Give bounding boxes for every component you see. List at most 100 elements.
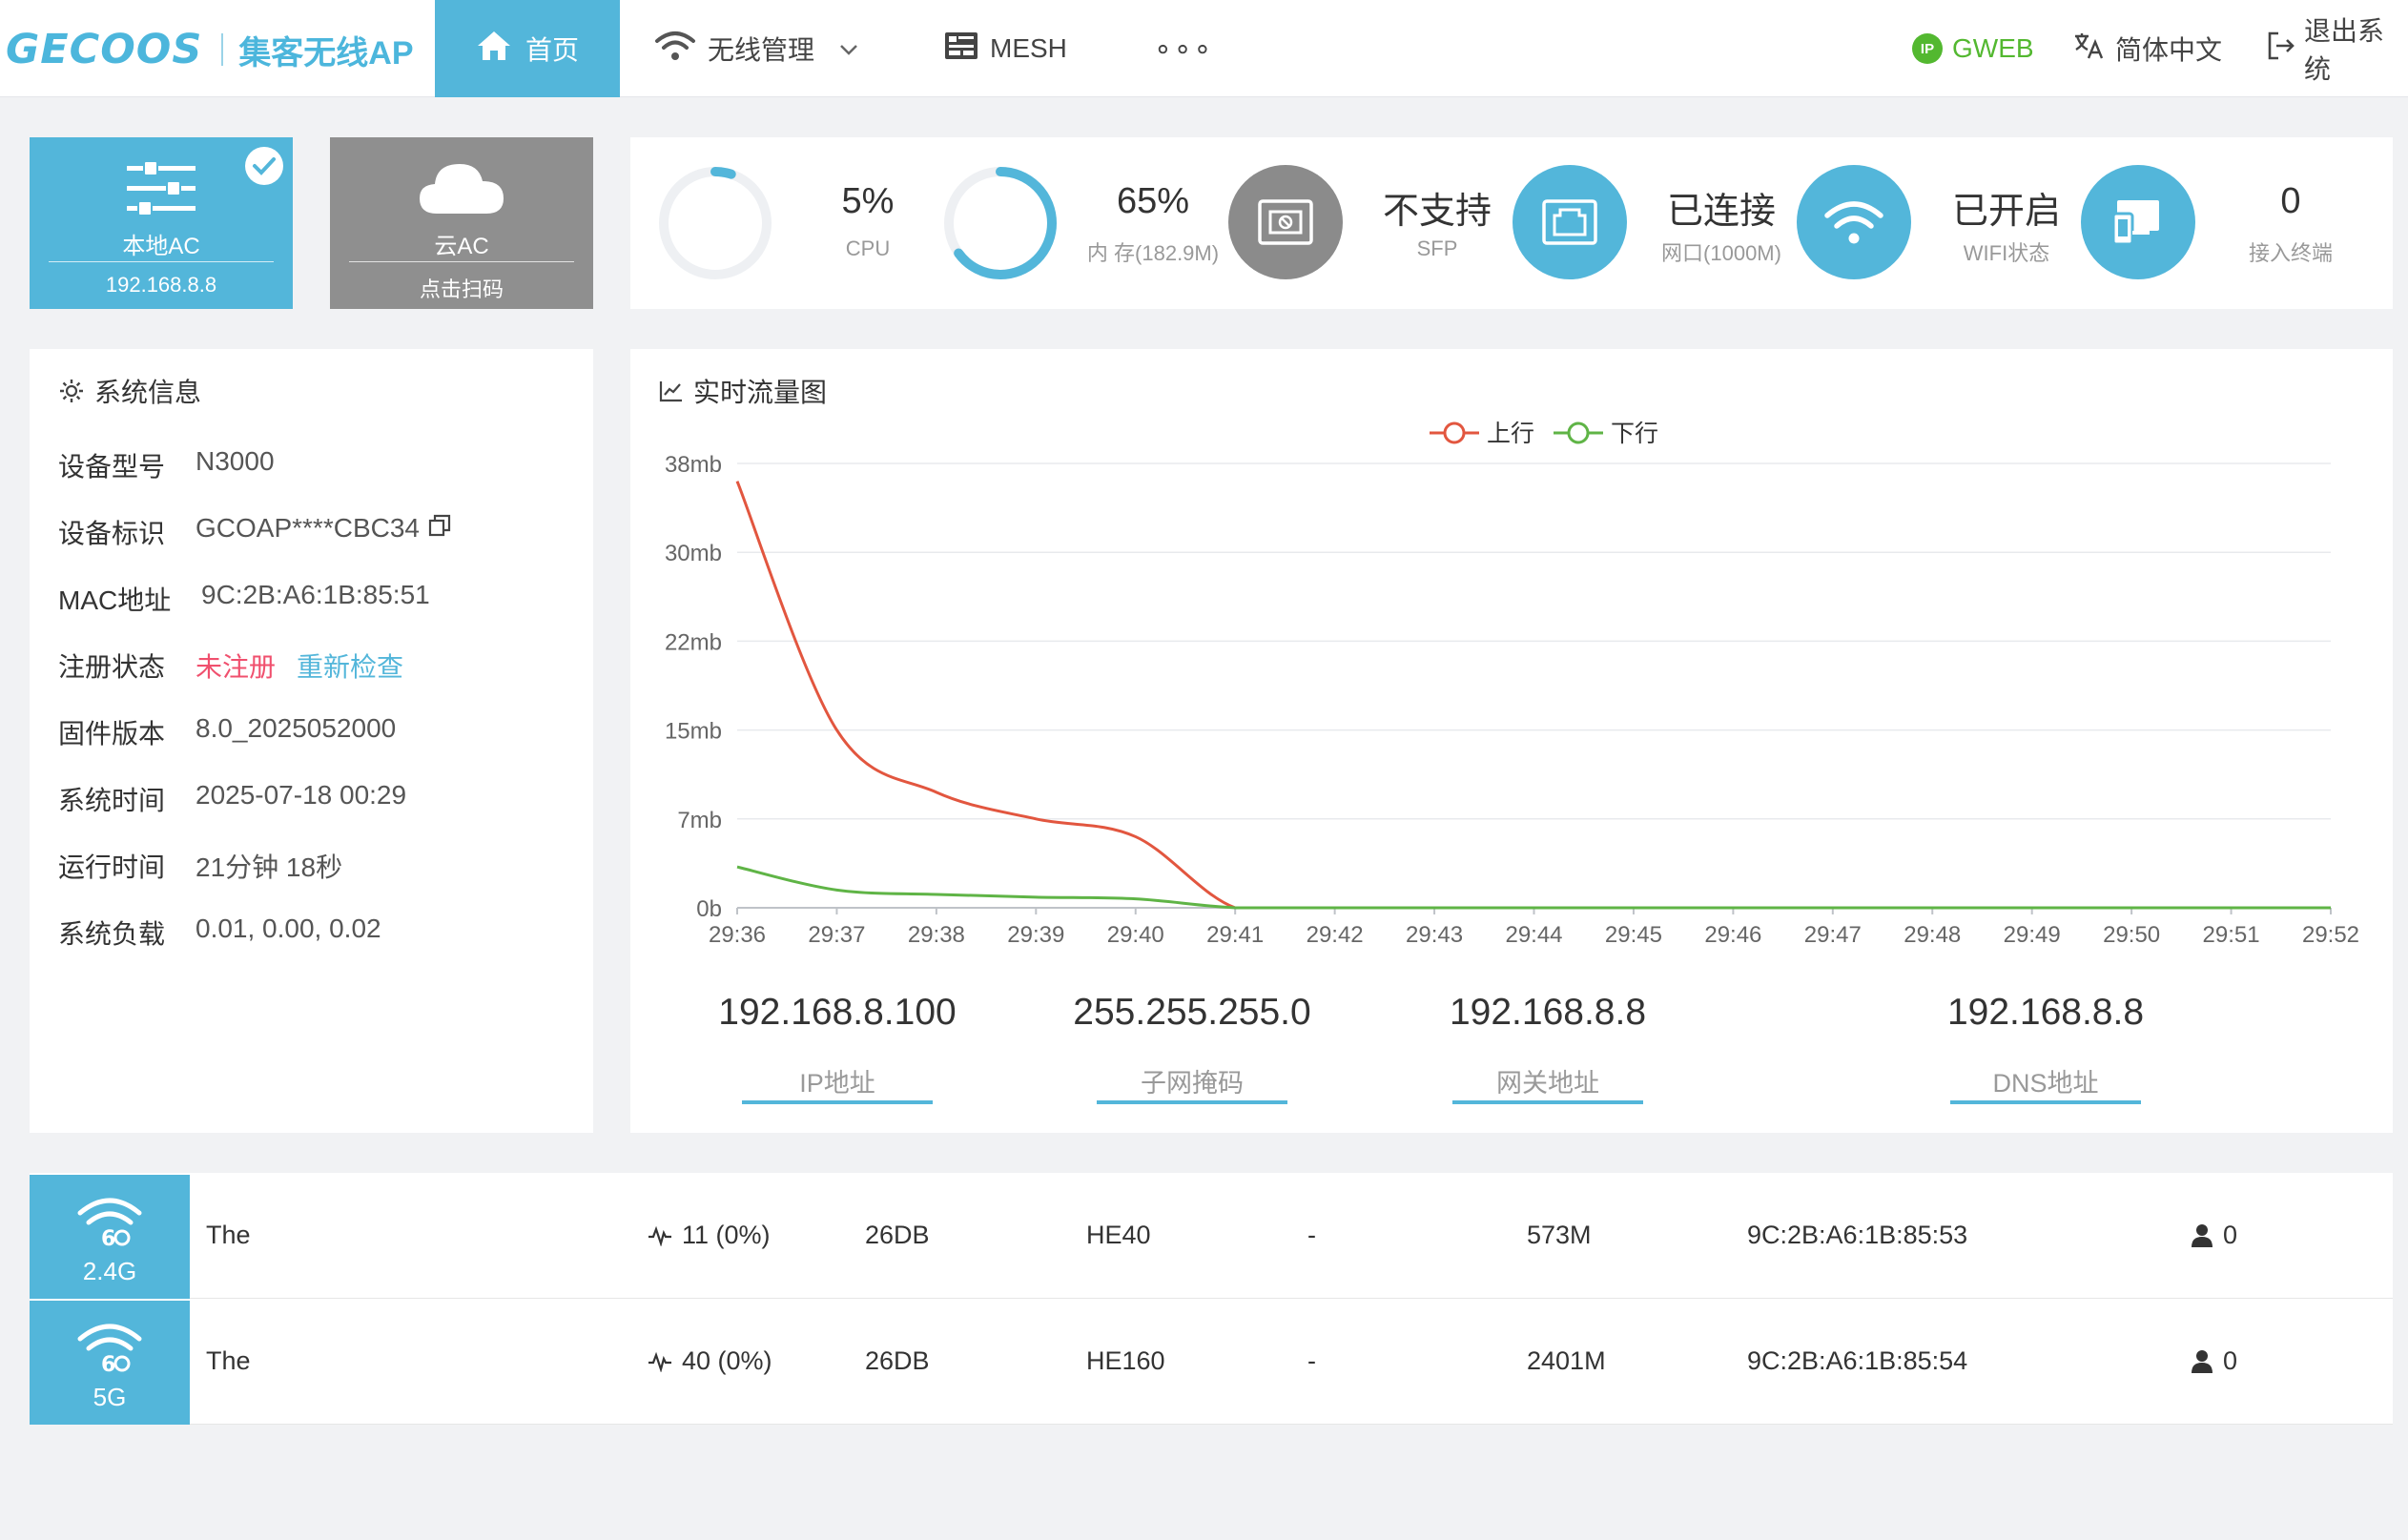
cloud-icon — [330, 158, 593, 225]
sliders-icon — [30, 158, 293, 225]
client-count-cell: 0 — [2191, 1221, 2237, 1250]
wifi-status-icon — [1797, 165, 1911, 279]
band-label: 2.4G — [82, 1257, 137, 1285]
x-tick-label: 29:41 — [1206, 922, 1264, 948]
terminal-devices-icon — [2081, 165, 2195, 279]
label-underline — [1950, 1100, 2141, 1104]
nav-mesh[interactable]: MESH — [944, 0, 1067, 97]
x-tick-label: 29:47 — [1804, 922, 1862, 948]
port-value: 已连接 — [1666, 192, 1776, 232]
x-tick-label: 29:51 — [2203, 922, 2260, 948]
wifi6-icon: 6 — [30, 1322, 190, 1375]
tx-power: 26DB — [865, 1346, 930, 1375]
info-row-load: 系统负载 0.01, 0.00, 0.02 — [58, 914, 381, 952]
system-info-title: 系统信息 — [58, 372, 201, 410]
nav-wireless-management[interactable]: 无线管理 — [654, 0, 858, 97]
client-count: 0 — [2223, 1346, 2238, 1375]
nav-home[interactable]: 首页 — [435, 0, 620, 97]
brand-logo[interactable]: GECOOS 集客无线AP — [6, 25, 414, 74]
top-navigation-bar: GECOOS 集客无线AP 首页 无线管理 MESH ∘∘∘ IP GWEB — [0, 0, 2408, 97]
y-tick-label: 7mb — [677, 808, 722, 833]
system-info-title-text: 系统信息 — [94, 378, 202, 407]
logout-icon — [2266, 31, 2296, 68]
user-icon — [2192, 1349, 2212, 1373]
link-rate: 2401M — [1527, 1346, 1606, 1375]
x-tick-label: 29:39 — [1007, 922, 1064, 948]
system-info-panel: 系统信息 设备型号 N3000 设备标识 GCOAP****CBC34 MAC地… — [30, 349, 593, 1133]
cpu-label: CPU — [845, 236, 891, 260]
radio-row-2g[interactable]: 6 2.4G The 11 (0%) 26DB HE40 - 573M 9C:2… — [30, 1175, 2393, 1299]
info-value: N3000 — [196, 446, 275, 476]
copy-icon[interactable] — [427, 513, 452, 551]
ssid: The — [206, 1221, 251, 1249]
bandwidth-mode: HE40 — [1086, 1221, 1151, 1249]
language-switcher[interactable]: 简体中文 — [2073, 0, 2222, 97]
wifi6-icon: 6 — [30, 1196, 190, 1249]
memory-value: 65% — [1116, 181, 1190, 221]
cpu-gauge — [659, 167, 772, 279]
gweb-link[interactable]: IP GWEB — [1912, 0, 2034, 97]
bandwidth-mode: HE160 — [1086, 1346, 1165, 1375]
info-row-mac: MAC地址 9C:2B:A6:1B:85:51 — [58, 580, 430, 618]
tx-power: 26DB — [865, 1221, 930, 1249]
label-underline — [1097, 1100, 1287, 1104]
radio-list: 6 2.4G The 11 (0%) 26DB HE40 - 573M 9C:2… — [30, 1173, 2393, 1425]
info-row-system-time: 系统时间 2025-07-18 00:29 — [58, 780, 406, 818]
local-ac-title: 本地AC — [122, 234, 200, 259]
info-row-model: 设备型号 N3000 — [58, 446, 275, 484]
cloud-ac-card[interactable]: 云AC 点击扫码 — [330, 137, 593, 309]
recheck-link[interactable]: 重新检查 — [297, 652, 404, 682]
logo-divider — [221, 33, 224, 66]
info-key: 设备型号 — [58, 452, 166, 482]
x-tick-label: 29:48 — [1904, 922, 1961, 948]
ip-address-value: 192.168.8.100 — [718, 992, 957, 1033]
info-value: GCOAP****CBC34 — [196, 513, 420, 543]
channel-cell: 11 (0%) — [648, 1221, 771, 1250]
port-label: 网口(1000M) — [1661, 241, 1781, 265]
wifi-value: 已开启 — [1951, 192, 2061, 232]
ssid: The — [206, 1346, 251, 1375]
label-underline — [1452, 1100, 1643, 1104]
band-badge: 6 2.4G — [30, 1175, 190, 1299]
channel-value: 40 (0%) — [682, 1346, 772, 1375]
card-divider — [49, 261, 274, 262]
nav-more-button[interactable]: ∘∘∘ — [1154, 0, 1213, 97]
logout-button[interactable]: 退出系统 — [2266, 0, 2408, 97]
x-tick-label: 29:43 — [1406, 922, 1463, 948]
info-row-firmware: 固件版本 8.0_2025052000 — [58, 713, 396, 751]
info-value: 0.01, 0.00, 0.02 — [196, 914, 381, 943]
more-dots-icon: ∘∘∘ — [1154, 32, 1214, 65]
x-tick-label: 29:49 — [2004, 922, 2061, 948]
clients-label: 接入终端 — [2248, 241, 2333, 265]
info-key: 系统负载 — [58, 919, 166, 949]
dns-label: DNS地址 — [1992, 1069, 2099, 1098]
legend-marker — [1567, 421, 1590, 444]
info-row-uptime: 运行时间 21分钟 18秒 — [58, 847, 342, 885]
subnet-mask-label: 子网掩码 — [1141, 1069, 1244, 1098]
info-key: 设备标识 — [58, 519, 166, 548]
channel-cell: 40 (0%) — [648, 1346, 772, 1376]
status-panel: 5% CPU 65% 内 存(182.9M) 不支持 SFP 已连接 网口(10… — [630, 137, 2393, 309]
translate-icon — [2073, 31, 2104, 67]
nav-mesh-label: MESH — [990, 33, 1067, 63]
sfp-label: SFP — [1416, 236, 1458, 260]
info-row-registration: 注册状态 未注册 重新检查 — [58, 647, 403, 685]
ip-badge-icon: IP — [1912, 33, 1943, 64]
cloud-ac-title: 云AC — [434, 234, 489, 259]
channel-value: 11 (0%) — [682, 1221, 771, 1249]
logout-label: 退出系统 — [2304, 16, 2385, 84]
series-line-upload — [735, 481, 2331, 910]
local-ac-card[interactable]: 本地AC 192.168.8.8 — [30, 137, 293, 309]
encryption: - — [1307, 1346, 1316, 1375]
gear-icon — [60, 380, 83, 402]
info-value: 9C:2B:A6:1B:85:51 — [201, 580, 430, 609]
svg-text:6: 6 — [101, 1227, 115, 1249]
user-icon — [2192, 1223, 2212, 1247]
radio-row-5g[interactable]: 6 5G The 40 (0%) 26DB HE160 - 2401M 9C:2… — [30, 1301, 2393, 1425]
client-count: 0 — [2223, 1221, 2238, 1249]
info-key: MAC地址 — [58, 585, 172, 615]
selected-check-icon — [245, 147, 283, 185]
info-row-device-id: 设备标识 GCOAP****CBC34 — [58, 513, 452, 551]
info-value: 2025-07-18 00:29 — [196, 780, 407, 810]
bssid: 9C:2B:A6:1B:85:53 — [1747, 1221, 1968, 1249]
